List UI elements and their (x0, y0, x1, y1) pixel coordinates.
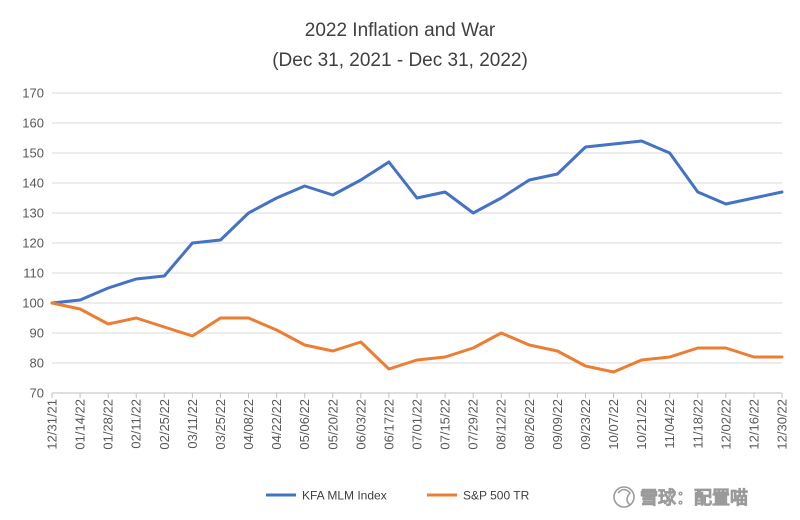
series-line (50, 301, 784, 374)
y-tick-label: 170 (22, 86, 44, 101)
x-tick-label: 07/29/22 (466, 399, 481, 450)
y-tick-label: 140 (22, 176, 44, 191)
legend: KFA MLM Index S&P 500 TR (266, 489, 530, 503)
x-tick-label: 12/31/21 (45, 399, 60, 450)
x-tick-label: 06/17/22 (381, 399, 396, 450)
y-tick-label: 160 (22, 116, 44, 131)
x-tick-label: 11/04/22 (662, 399, 677, 449)
x-tick-label: 12/16/22 (746, 399, 761, 450)
gridlines (52, 92, 782, 394)
snowball-logo-icon (613, 486, 635, 508)
x-tick-label: 03/25/22 (213, 399, 228, 450)
x-tick-label: 08/26/22 (522, 399, 537, 450)
y-tick-label: 100 (22, 296, 44, 311)
legend-label: S&P 500 TR (463, 489, 530, 503)
y-tick-label: 130 (22, 206, 44, 221)
x-tick-label: 10/21/22 (634, 399, 649, 450)
y-tick-label: 80 (30, 356, 44, 371)
x-tick-label: 04/22/22 (269, 399, 284, 450)
x-tick-label: 02/11/22 (129, 399, 144, 449)
watermark-text: 雪球：配置喵 (640, 488, 748, 508)
x-tick-label: 06/03/22 (353, 399, 368, 450)
legend-label: KFA MLM Index (302, 489, 387, 503)
x-tick-label: 10/07/22 (606, 399, 621, 450)
chart-subtitle: (Dec 31, 2021 - Dec 31, 2022) (272, 50, 528, 71)
y-tick-label: 110 (23, 266, 44, 281)
series-lines (50, 139, 784, 374)
x-tick-label: 09/23/22 (578, 399, 593, 450)
x-tick-label: 09/09/22 (550, 399, 565, 450)
x-tick-label: 08/12/22 (494, 399, 509, 450)
x-tick-label: 11/18/22 (690, 399, 705, 449)
y-tick-label: 150 (22, 146, 44, 161)
x-axis: 12/31/21 01/14/22 01/28/22 02/11/22 02/25/22… (45, 392, 790, 450)
x-tick-label: 07/01/22 (410, 399, 425, 450)
x-tick-label: 01/14/22 (73, 399, 88, 450)
chart-title: 2022 Inflation and War (305, 20, 496, 41)
x-tick-label: 12/02/22 (718, 399, 733, 450)
series-line (50, 139, 784, 305)
x-tick-label: 05/20/22 (325, 399, 340, 450)
y-tick-label: 70 (30, 386, 44, 401)
x-tick-label: 01/28/22 (101, 399, 116, 450)
watermark: 雪球：配置喵 (613, 486, 748, 508)
x-tick-label: 02/25/22 (157, 399, 172, 450)
x-tick-label: 04/08/22 (241, 399, 256, 450)
y-tick-label: 90 (30, 326, 44, 341)
y-axis: 70 80 90 100 110 120 130 140 150 160 170 (22, 86, 44, 401)
y-tick-label: 120 (22, 236, 44, 251)
x-tick-label: 03/11/22 (185, 399, 200, 449)
x-tick-label: 05/06/22 (297, 399, 312, 450)
x-tick-label: 07/15/22 (438, 399, 453, 450)
x-tick-label: 12/30/22 (775, 399, 790, 450)
